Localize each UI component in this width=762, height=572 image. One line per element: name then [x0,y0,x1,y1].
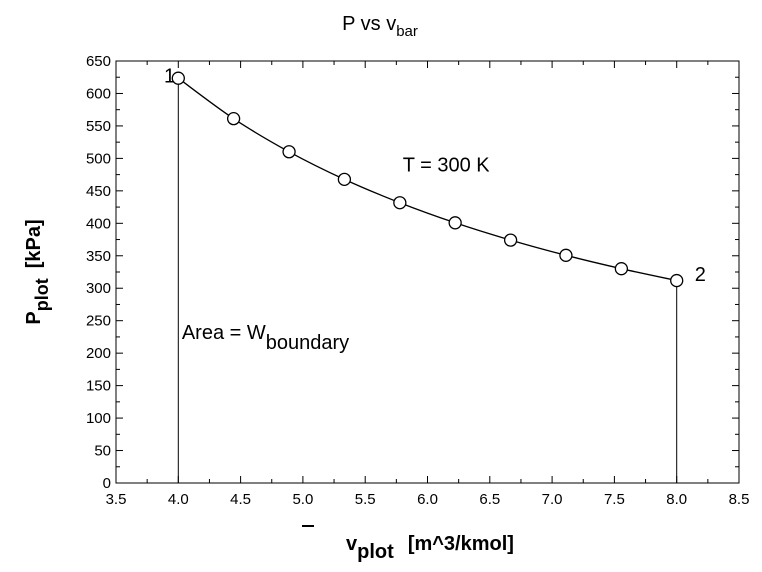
data-point [614,262,629,276]
x-tick-label: 5.5 [355,491,376,508]
series-points [171,71,684,288]
y-axis-label-main: P [23,311,45,324]
y-axis-label: Pplot [kPa] [23,219,52,324]
y-axis-label-rest: [kPa] [23,219,45,268]
y-tick-label: 200 [86,345,111,362]
y-tick-label: 150 [86,378,111,395]
y-axis [116,60,739,484]
series-line [177,77,677,282]
x-axis-label: vplot [m^3/kmol] [346,533,514,563]
data-point [559,248,573,262]
data-point [337,172,352,187]
y-tick-label: 600 [86,85,111,102]
y-tick-label: 350 [86,248,111,265]
y-tick-label: 400 [86,215,111,232]
y-tick-label: 300 [86,280,111,297]
y-tick-label: 0 [103,475,111,492]
y-tick-label: 50 [94,443,111,460]
x-tick-labels: 3.5 4.0 4.5 5.0 5.5 6.0 6.5 7.0 7.5 8.0 8.5 [106,491,750,508]
data-point [282,145,296,159]
temperature-label: T = 300 K [403,154,491,176]
vertical-lines [177,78,678,483]
x-tick-label: 8.0 [666,491,687,508]
x-tick-label: 4.0 [168,491,189,508]
x-axis [115,61,740,483]
plot-frame [115,60,740,484]
annotations: 1 2 T = 300 K Area = Wboundary [164,65,706,353]
chart-title-main: P vs v [342,13,396,35]
y-tick-label: 550 [86,118,111,135]
y-tick-label: 250 [86,313,111,330]
chart-title: P vs vbar [342,13,418,40]
y-axis-label-sub: plot [32,278,52,311]
x-tick-label: 4.5 [230,491,251,508]
x-axis-label-rest: [m^3/kmol] [408,533,514,555]
x-tick-label: 6.0 [417,491,438,508]
x-tick-label: 7.0 [542,491,563,508]
chart-title-sub: bar [396,23,418,40]
data-point [448,216,462,230]
data-point [670,273,684,288]
data-point [393,196,407,210]
x-tick-label: 6.5 [479,491,500,508]
data-point [226,112,241,126]
x-tick-label: 7.5 [604,491,625,508]
y-tick-label: 100 [86,410,111,427]
y-tick-label: 650 [86,53,111,70]
x-axis-label-main: v [346,533,358,555]
area-label: Area = Wboundary [182,322,349,354]
x-tick-label: 3.5 [106,491,127,508]
state-1-label: 1 [164,65,175,87]
y-tick-labels: 0 50 100 150 200 250 300 350 400 450 500 550 600 650 [86,53,111,492]
x-tick-label: 5.0 [292,491,313,508]
state-2-label: 2 [695,264,706,286]
data-point [503,233,518,247]
y-tick-label: 500 [86,150,111,167]
x-tick-label: 8.5 [729,491,750,508]
series-lines [177,77,677,282]
data-point [171,71,185,85]
y-tick-label: 450 [86,183,111,200]
x-axis-label-sub: plot [357,541,394,563]
